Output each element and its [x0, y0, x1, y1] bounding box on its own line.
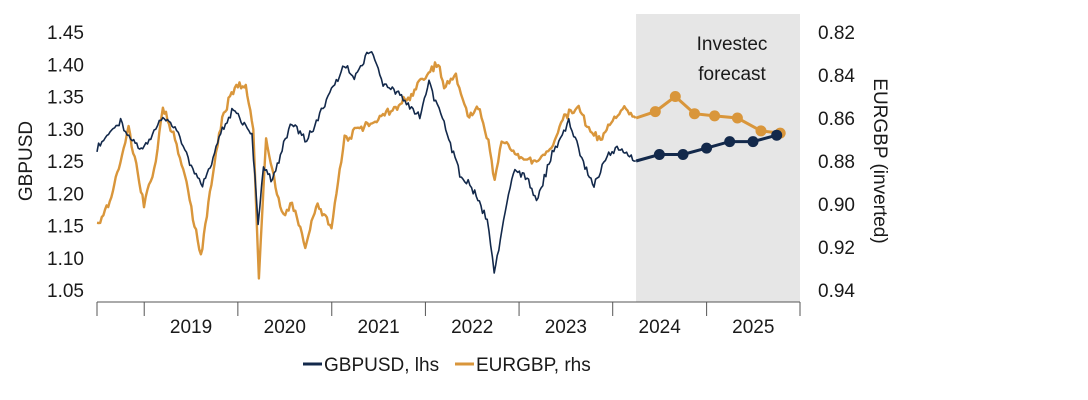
right-tick-label: 0.84 [818, 66, 855, 87]
forecast-label: Investec forecast [697, 34, 768, 85]
right-axis-title: EURGBP (inverted) [869, 78, 890, 243]
left-axis-title: GBPUSD [16, 121, 37, 201]
forecast-point-gbpusd-3 [701, 142, 713, 154]
left-axis-ticks: 1.45 1.40 1.35 1.30 1.25 1.20 1.15 1.10 1.05 [47, 23, 84, 302]
x-tick-label: 2019 [170, 317, 212, 338]
forecast-point-eurgbp-3 [689, 108, 700, 120]
legend: GBPUSD, lhs EURGBP, rhs [303, 355, 591, 376]
x-tick-label: 2024 [639, 317, 682, 338]
forecast-point-gbpusd-1 [653, 149, 665, 160]
left-tick-label: 1.15 [47, 217, 84, 238]
forecast-point-gbpusd-2 [677, 149, 689, 160]
right-tick-label: 0.82 [818, 23, 855, 44]
left-tick-label: 1.40 [47, 55, 84, 76]
right-tick-label: 0.94 [818, 281, 855, 302]
x-tick-label: 2021 [357, 317, 399, 338]
right-axis-ticks: 0.82 0.84 0.86 0.88 0.90 0.92 0.94 [818, 23, 855, 302]
forecast-markers [649, 91, 786, 160]
right-tick-label: 0.90 [818, 195, 855, 216]
right-tick-label: 0.86 [818, 109, 855, 130]
left-tick-label: 1.45 [47, 23, 84, 44]
x-tick-label: 2020 [264, 317, 306, 338]
left-tick-label: 1.05 [47, 281, 84, 302]
forecast-point-eurgbp-1 [649, 106, 661, 118]
series-line-eurgbp-history [96, 61, 637, 280]
forecast-label-line-1: Investec [697, 34, 768, 55]
left-tick-label: 1.20 [47, 184, 84, 205]
forecast-point-gbpusd-5 [747, 136, 759, 148]
forecast-point-eurgbp-6 [755, 125, 767, 137]
forecast-point-eurgbp-5 [731, 112, 743, 124]
right-tick-label: 0.88 [818, 152, 855, 173]
legend-label-eurgbp: EURGBP, rhs [476, 355, 591, 376]
forecast-point-gbpusd-4 [724, 136, 736, 148]
x-tick-label: 2023 [545, 317, 587, 338]
series-line-gbpusd-history [96, 50, 636, 274]
x-tick-label: 2025 [732, 317, 774, 338]
left-tick-label: 1.10 [47, 249, 84, 270]
forecast-label-line-2: forecast [698, 64, 766, 85]
x-tick-label: 2022 [451, 317, 493, 338]
x-axis-ticks: 2019 2020 2021 2022 2023 2024 2025 [96, 302, 801, 338]
left-tick-label: 1.35 [47, 88, 84, 109]
forecast-point-eurgbp-4 [709, 110, 721, 122]
left-tick-label: 1.30 [47, 120, 84, 141]
legend-label-gbpusd: GBPUSD, lhs [324, 355, 439, 376]
forecast-point-eurgbp-2 [669, 91, 681, 102]
forecast-point-gbpusd-6 [771, 129, 783, 141]
right-tick-label: 0.92 [818, 238, 855, 259]
left-tick-label: 1.25 [47, 152, 84, 173]
